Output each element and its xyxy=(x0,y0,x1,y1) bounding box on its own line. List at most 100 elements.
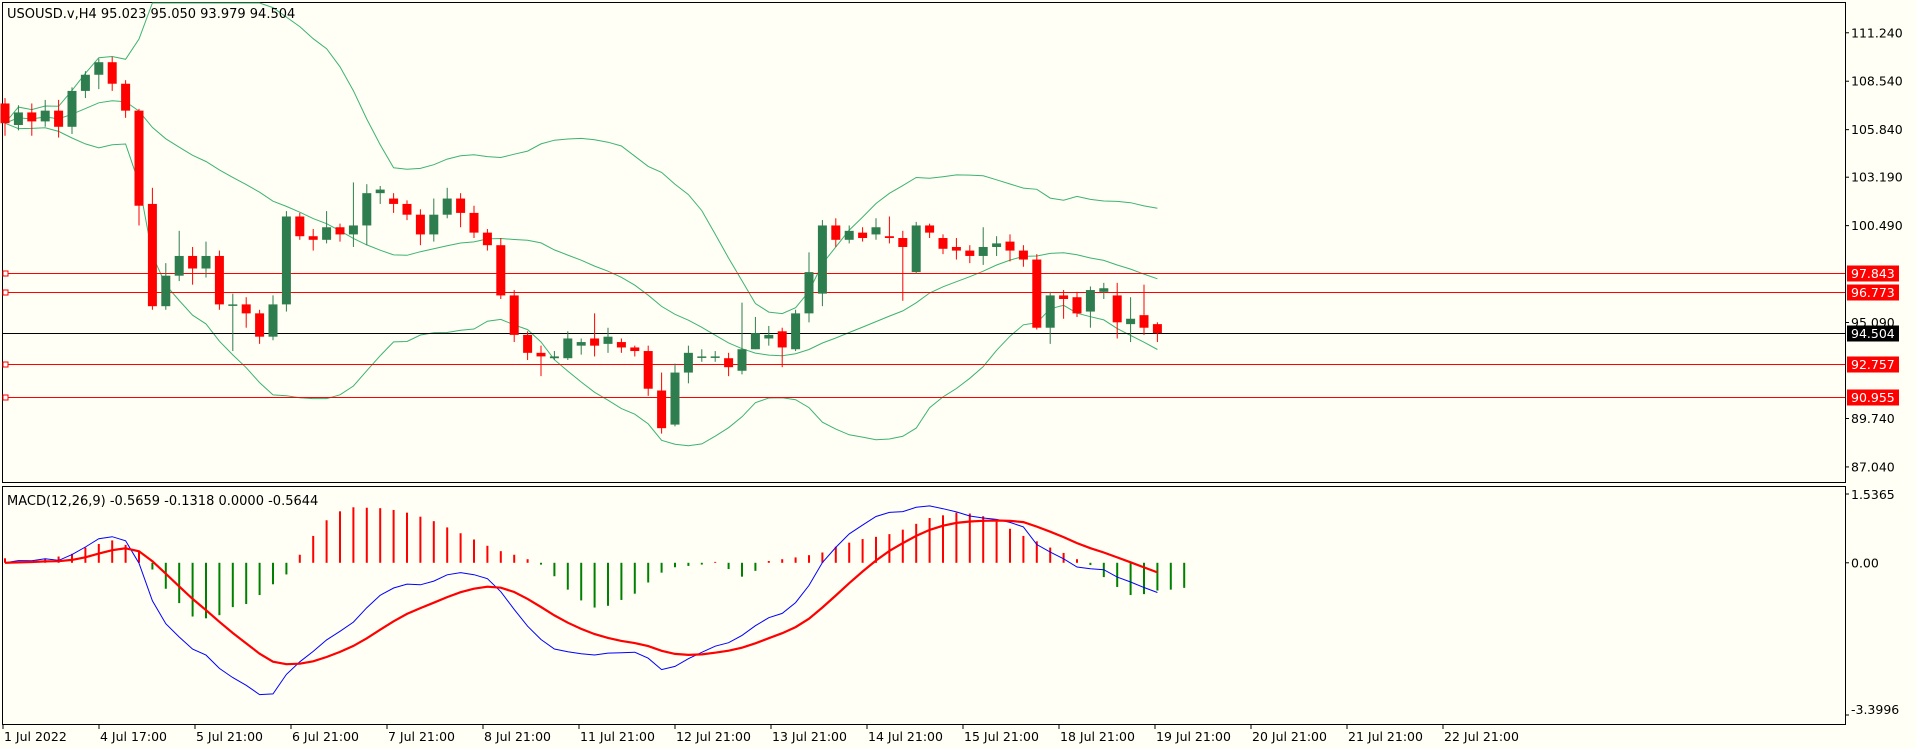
candle xyxy=(54,99,64,138)
candle-body xyxy=(576,342,586,346)
candle xyxy=(308,229,318,251)
candle xyxy=(804,252,814,323)
main-panel-frame xyxy=(2,2,1846,483)
candle xyxy=(1139,284,1149,335)
time-axis-label: 8 Jul 21:00 xyxy=(484,729,551,744)
candle xyxy=(375,185,385,204)
time-axis-label: 5 Jul 21:00 xyxy=(196,729,263,744)
candle xyxy=(536,345,546,377)
candle-body xyxy=(804,272,814,314)
candle-body xyxy=(375,189,385,194)
candle xyxy=(616,338,626,353)
price-line-anchor xyxy=(2,270,9,277)
candle xyxy=(67,87,77,134)
price-axis-label: 87.040 xyxy=(1851,459,1895,474)
candle xyxy=(777,327,787,368)
time-axis-label: 11 Jul 21:00 xyxy=(580,729,655,744)
macd-line xyxy=(4,505,1158,696)
candle xyxy=(27,103,37,136)
candle-body xyxy=(94,62,104,75)
candle-body xyxy=(322,227,332,240)
candle-body xyxy=(362,193,372,226)
horizontal-lines[interactable]: 97.843 96.773 92.757 90.955 94.504 xyxy=(2,265,1899,406)
price-line-label: 90.955 xyxy=(1851,390,1895,405)
candle xyxy=(255,309,265,344)
candle-body xyxy=(724,358,734,368)
candle-body xyxy=(241,304,251,314)
price-line-label-box xyxy=(1847,389,1899,406)
price-axis-label: 100.490 xyxy=(1851,218,1903,233)
price-line-anchor xyxy=(2,394,9,401)
price-axis-label: 95.090 xyxy=(1851,315,1895,330)
candle xyxy=(161,263,171,310)
candle-body xyxy=(603,336,613,344)
candle xyxy=(643,345,653,396)
candle xyxy=(80,71,90,99)
candle-body xyxy=(107,62,117,84)
candle xyxy=(94,58,104,90)
candle-body xyxy=(992,243,1002,247)
macd-panel-frame xyxy=(2,486,1846,725)
candle-body xyxy=(925,225,935,233)
candle-body xyxy=(764,334,774,339)
time-axis-label: 19 Jul 21:00 xyxy=(1156,729,1231,744)
candle xyxy=(724,352,734,377)
time-axis-label: 22 Jul 21:00 xyxy=(1444,729,1519,744)
candle xyxy=(817,220,827,307)
candle-body xyxy=(482,232,492,246)
candle-body xyxy=(777,331,787,348)
candle-body xyxy=(442,198,452,215)
bollinger-middle-band xyxy=(4,100,1158,357)
candle xyxy=(871,218,881,240)
price-line-anchor xyxy=(2,361,9,368)
candle-body xyxy=(1059,295,1069,300)
candle xyxy=(590,313,600,357)
candle xyxy=(121,80,131,118)
candle-body xyxy=(509,295,519,335)
candle xyxy=(295,212,305,240)
candle-body xyxy=(496,245,506,296)
candle-body xyxy=(737,349,747,371)
candle-body xyxy=(335,227,345,235)
candle-body xyxy=(40,110,50,122)
candle-body xyxy=(1045,295,1055,328)
candle-body xyxy=(683,352,693,373)
candle xyxy=(603,327,613,353)
candle-body xyxy=(348,225,358,235)
time-axis-label: 7 Jul 21:00 xyxy=(388,729,455,744)
candle-body xyxy=(657,390,667,429)
bollinger-upper-band xyxy=(4,2,1158,315)
candle xyxy=(978,227,988,265)
candle xyxy=(549,351,559,361)
candle-body xyxy=(1032,259,1042,328)
candle-body xyxy=(1018,250,1028,260)
candles xyxy=(0,56,1162,434)
macd-axis-label: 0.00 xyxy=(1851,555,1879,570)
price-line-anchor xyxy=(2,289,9,296)
price-line-label: 96.773 xyxy=(1851,285,1895,300)
current-price-label: 94.504 xyxy=(1851,326,1895,341)
candle-body xyxy=(563,338,573,359)
candle xyxy=(228,293,238,352)
price-line-label-box xyxy=(1847,265,1899,282)
candle-body xyxy=(67,90,77,127)
candle-body xyxy=(415,214,425,235)
candle xyxy=(415,209,425,246)
candle xyxy=(911,221,921,274)
candle-body xyxy=(590,338,600,346)
candle xyxy=(1018,245,1028,267)
candle-body xyxy=(0,103,10,124)
candle xyxy=(281,211,291,312)
candle xyxy=(1059,290,1069,319)
candle xyxy=(630,345,640,357)
time-axis-label: 18 Jul 21:00 xyxy=(1060,729,1135,744)
candle xyxy=(1152,322,1162,343)
candle-body xyxy=(268,304,278,337)
candle-body xyxy=(214,255,224,305)
candle-body xyxy=(965,250,975,256)
time-axis-label: 14 Jul 21:00 xyxy=(868,729,943,744)
candle-body xyxy=(831,225,841,240)
candle-body xyxy=(27,112,37,122)
candle xyxy=(201,241,211,278)
